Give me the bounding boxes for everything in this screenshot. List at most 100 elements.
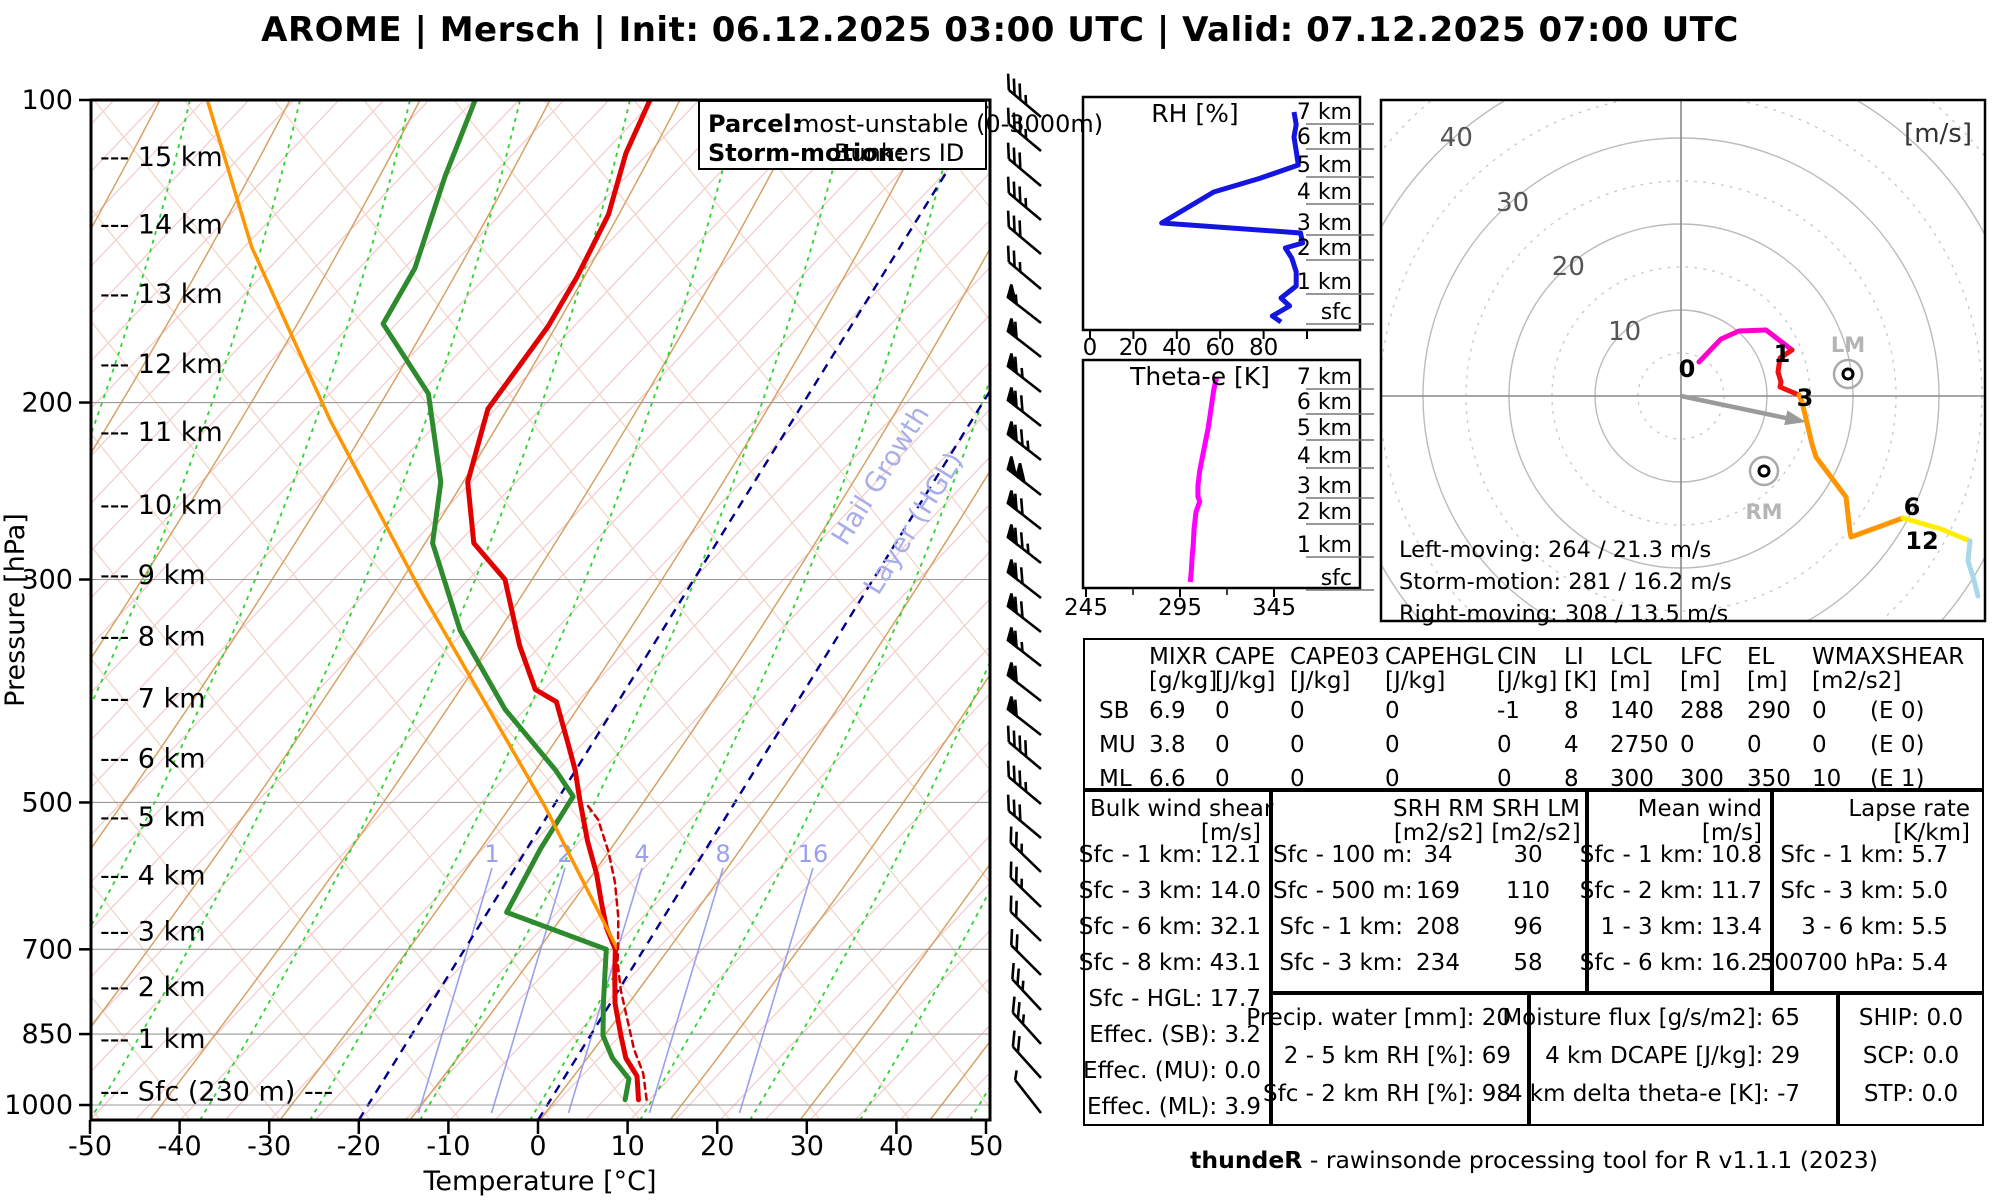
right-moving-text: Right-moving: 308 / 13.5 m/s: [1399, 601, 1729, 627]
indices-value: 300: [1680, 766, 1724, 792]
indices-header-unit: [K]: [1564, 668, 1598, 694]
indices-header-unit: [J/kg]: [1385, 668, 1446, 694]
indices-value: 0: [1812, 732, 1827, 758]
indices-value: (E 0): [1870, 732, 1925, 758]
storm-motion-text: Storm-motion: 281 / 16.2 m/s: [1399, 569, 1732, 595]
hodo-km-label: 0: [1679, 355, 1696, 383]
temperature-curve: [465, 100, 653, 1103]
composite-indices-box: SHIP: 0.0 SCP: 0.0 STP: 0.0: [1838, 993, 1984, 1126]
hodograph-panel: 10 20 30 40 LM RM 0 13 6 12 [m/s]: [1379, 98, 1987, 623]
temp-tick-label: 20: [700, 1131, 734, 1162]
ring-label: 30: [1496, 188, 1529, 218]
indices-value: 6.6: [1149, 766, 1186, 792]
indices-header-unit: [J/kg]: [1215, 668, 1276, 694]
parcel-mu-curve: [205, 100, 619, 950]
indices-row-label: SB: [1099, 698, 1130, 724]
temp-tick-label: -10: [426, 1131, 470, 1162]
indices-value: 6.9: [1149, 698, 1186, 724]
moisture-row: Moisture flux [g/s/m2]: 65: [1502, 1005, 1800, 1031]
lapse-rate-title: Lapse rate: [1848, 796, 1970, 822]
rh-km-label: sfc: [1321, 300, 1352, 325]
indices-value: 300: [1610, 766, 1654, 792]
rh-km-label: 4 km: [1297, 180, 1352, 205]
indices-value: 8: [1564, 766, 1579, 792]
thetae-km-label: 1 km: [1297, 533, 1352, 558]
pressure-tick-label: 300: [21, 565, 73, 596]
shear-row: Sfc - 8 km: 43.1: [1078, 950, 1261, 976]
mean-wind-unit: [m/s]: [1701, 820, 1762, 846]
pressure-tick-label: 200: [21, 388, 73, 419]
indices-value: 0: [1290, 698, 1305, 724]
shear-unit: [m/s]: [1200, 820, 1261, 846]
thetae-tick-label: 345: [1252, 595, 1296, 621]
indices-header: CAPEHGL: [1385, 644, 1494, 670]
storm-marker-label: RM: [1745, 500, 1782, 524]
wind-barbs: [1006, 73, 1043, 1114]
indices-value: 0: [1385, 698, 1400, 724]
height-label: --- 13 km: [100, 279, 223, 310]
dewpoint-curve: [380, 100, 632, 1103]
pressure-tick-label: 700: [21, 934, 73, 965]
indices-value: 0: [1497, 732, 1512, 758]
pressure-tick-label: 500: [21, 787, 73, 818]
mixing-ratio-label: 1: [484, 840, 499, 868]
hodo-unit-label: [m/s]: [1904, 119, 1972, 149]
height-label: --- 10 km: [100, 490, 223, 521]
indices-value: 288: [1680, 698, 1724, 724]
indices-header: EL: [1747, 644, 1775, 670]
height-label: --- 4 km: [100, 860, 206, 891]
mixing-ratio-label: 8: [715, 840, 730, 868]
mean-wind-box: Mean wind [m/s] Sfc - 1 km: 10.8 Sfc - 2 km…: [1580, 790, 1772, 993]
indices-value: 0: [1680, 732, 1695, 758]
indices-value: 3.8: [1149, 732, 1186, 758]
surface-label: --- Sfc (230 m) ---: [100, 1077, 333, 1108]
hodo-km-label: 3: [1797, 384, 1814, 412]
mean-wind-row: Sfc - 1 km: 10.8: [1579, 842, 1762, 868]
ring-label: 20: [1552, 252, 1585, 282]
moisture-box: Moisture flux [g/s/m2]: 65 4 km DCAPE [J/…: [1502, 993, 1838, 1126]
temp-tick-label: 50: [969, 1131, 1003, 1162]
shear-row: Sfc - 3 km: 14.0: [1078, 878, 1261, 904]
footer-text: - rawinsonde processing tool for R v1.1.…: [1302, 1146, 1878, 1174]
mean-wind-row: Sfc - 6 km: 16.2: [1579, 950, 1762, 976]
height-label: --- 9 km: [100, 560, 206, 591]
indices-value: 0: [1385, 732, 1400, 758]
indices-value: 0: [1385, 766, 1400, 792]
indices-header: CAPE: [1215, 644, 1276, 670]
srh-rm-value: 34: [1423, 842, 1453, 868]
hodo-km-label: 6: [1904, 493, 1921, 521]
hodo-segment-6-12 km: [1900, 515, 1973, 544]
rh-tick-label: 20: [1119, 335, 1148, 361]
indices-value: 2750: [1610, 732, 1669, 758]
lapse-rate-row: Sfc - 1 km: 5.7: [1780, 842, 1948, 868]
indices-value: (E 1): [1870, 766, 1925, 792]
precip-row: Precip. water [mm]: 20: [1246, 1005, 1511, 1031]
indices-value: 350: [1747, 766, 1791, 792]
rh-km-label: 5 km: [1297, 153, 1352, 178]
srh-lm-value: 96: [1513, 914, 1543, 940]
indices-value: 0: [1215, 698, 1230, 724]
thetae-km-label: 6 km: [1297, 390, 1352, 415]
indices-header: LFC: [1680, 644, 1723, 670]
srh-row-label: Sfc - 1 km:: [1279, 914, 1403, 940]
height-label: --- 14 km: [100, 209, 223, 240]
srh-rm-header: SRH RM: [1392, 796, 1484, 822]
indices-value: 10: [1812, 766, 1842, 792]
indices-value: 8: [1564, 698, 1579, 724]
height-label: --- 2 km: [100, 972, 206, 1003]
srh-rm-value: 208: [1416, 914, 1460, 940]
ring-label: 40: [1440, 123, 1473, 153]
temp-tick-label: -40: [158, 1131, 202, 1162]
thetae-km-label: 7 km: [1297, 365, 1352, 390]
temp-tick-label: 10: [610, 1131, 644, 1162]
height-label: --- 3 km: [100, 917, 206, 948]
indices-value: (E 0): [1870, 698, 1925, 724]
hodo-segment-12+ km: [1965, 538, 1981, 599]
temp-axis-title: Temperature [°C]: [422, 1166, 656, 1197]
thetae-title: Theta-e [K]: [1129, 362, 1270, 391]
height-label: --- 12 km: [100, 349, 223, 380]
indices-header: CIN: [1497, 644, 1538, 670]
srh-lm-unit: [m2/s2]: [1491, 820, 1581, 846]
